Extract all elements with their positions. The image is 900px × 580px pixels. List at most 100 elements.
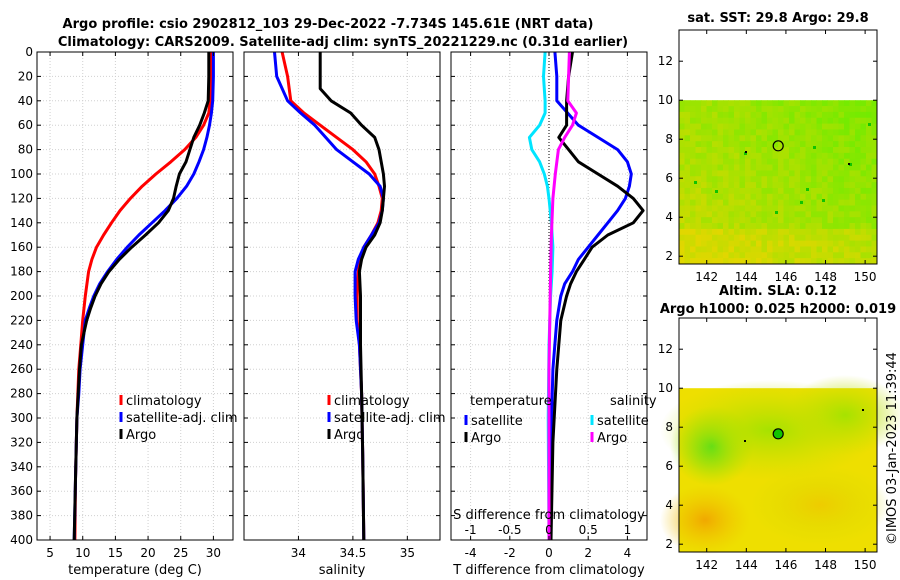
sst-cell bbox=[701, 240, 707, 247]
legend-label: climatology bbox=[126, 394, 202, 409]
sst-cell bbox=[805, 199, 812, 206]
sst-cell bbox=[750, 100, 757, 107]
sst-cell bbox=[690, 141, 696, 148]
sst-cell bbox=[833, 141, 839, 148]
sst-cell bbox=[679, 193, 685, 201]
sst-cell bbox=[690, 164, 696, 171]
sst-cell bbox=[844, 158, 850, 165]
sst-cell bbox=[811, 135, 817, 142]
sst-cell bbox=[811, 240, 817, 247]
sst-cell bbox=[772, 176, 779, 183]
sst-cell bbox=[712, 199, 718, 206]
sst-cell bbox=[767, 141, 773, 148]
sst-cell bbox=[745, 205, 751, 212]
sst-cell bbox=[794, 223, 801, 230]
sst-cell bbox=[745, 223, 751, 230]
sst-cell bbox=[844, 106, 850, 113]
sst-cell bbox=[767, 106, 773, 113]
sst-cell bbox=[838, 117, 845, 124]
sst-cell bbox=[728, 176, 735, 183]
sst-cell bbox=[767, 258, 773, 265]
sst-cell bbox=[712, 100, 718, 107]
sst-cell bbox=[789, 170, 795, 177]
sst-cell bbox=[811, 193, 817, 201]
legend-label: Argo bbox=[126, 428, 156, 443]
sst-cell bbox=[855, 117, 861, 124]
sst-field bbox=[679, 100, 878, 265]
sst-cell bbox=[838, 234, 845, 241]
sst-cell bbox=[783, 141, 790, 148]
sst-cell bbox=[690, 223, 696, 230]
sst-cell bbox=[728, 123, 735, 130]
sst-cell bbox=[728, 152, 735, 160]
sst-cell bbox=[745, 158, 751, 165]
sst-cell bbox=[756, 182, 762, 189]
sst-cell bbox=[827, 129, 834, 136]
sst-cell bbox=[712, 187, 718, 195]
sst-cell bbox=[679, 223, 685, 230]
sst-cell bbox=[794, 193, 801, 201]
sst-cell bbox=[712, 211, 718, 218]
sst-cell bbox=[772, 182, 779, 189]
sst-cell bbox=[855, 205, 861, 212]
sst-cell bbox=[706, 234, 713, 241]
x-tick-label: -2 bbox=[504, 546, 516, 560]
sst-cell bbox=[811, 205, 817, 212]
sst-cell bbox=[838, 141, 845, 148]
sst-cell bbox=[739, 123, 746, 130]
map-x-tick-label: 142 bbox=[695, 270, 718, 284]
sst-cell bbox=[690, 117, 696, 124]
sst-cell bbox=[849, 152, 856, 160]
sst-cell bbox=[723, 135, 729, 142]
sst-cell bbox=[761, 252, 768, 259]
sst-cell bbox=[734, 111, 740, 119]
sst-cell bbox=[728, 117, 735, 124]
sst-cell bbox=[871, 176, 878, 183]
sst-cell bbox=[789, 258, 795, 265]
sst-cell bbox=[822, 152, 828, 160]
sst-cell bbox=[816, 182, 823, 189]
sst-cell bbox=[739, 240, 746, 247]
sst-cell bbox=[778, 205, 784, 212]
sst-cell bbox=[679, 258, 685, 265]
sst-cell bbox=[745, 117, 751, 124]
sst-cell bbox=[756, 111, 762, 119]
sst-cell bbox=[844, 240, 850, 247]
sst-cell bbox=[684, 123, 691, 130]
x-tick-label: 4 bbox=[624, 546, 632, 560]
sst-cell bbox=[783, 117, 790, 124]
sst-cell bbox=[855, 223, 861, 230]
sst-cell bbox=[712, 182, 718, 189]
sst-cell bbox=[772, 211, 779, 218]
sst-cell bbox=[728, 228, 735, 236]
sst-cell bbox=[838, 147, 845, 154]
sst-cell bbox=[679, 234, 685, 241]
sst-cell bbox=[800, 129, 806, 136]
sst-cell bbox=[794, 234, 801, 241]
sst-cell bbox=[805, 123, 812, 130]
sst-cell bbox=[778, 135, 784, 142]
sst-cell bbox=[712, 205, 718, 212]
sst-cell bbox=[761, 211, 768, 218]
sst-cell bbox=[712, 129, 718, 136]
map-frame bbox=[678, 317, 878, 553]
sst-cell bbox=[805, 135, 812, 142]
sst-cell bbox=[723, 240, 729, 247]
sst-cell bbox=[827, 158, 834, 165]
sst-cell bbox=[684, 176, 691, 183]
x2-tick-label: 0 bbox=[545, 523, 553, 537]
sst-cell bbox=[855, 106, 861, 113]
sst-cell bbox=[849, 147, 856, 154]
sst-cell bbox=[811, 176, 817, 183]
sst-cell bbox=[871, 234, 878, 241]
sst-cell bbox=[849, 193, 856, 201]
sst-cell bbox=[761, 199, 768, 206]
sst-cell bbox=[800, 135, 806, 142]
sst-cell bbox=[761, 176, 768, 183]
sst-cell bbox=[871, 252, 878, 259]
x-tick-label: 34 bbox=[291, 546, 306, 560]
sst-cell bbox=[761, 129, 768, 136]
sst-cell bbox=[860, 135, 867, 142]
sst-cell bbox=[822, 129, 828, 136]
sst-cell bbox=[767, 193, 773, 201]
